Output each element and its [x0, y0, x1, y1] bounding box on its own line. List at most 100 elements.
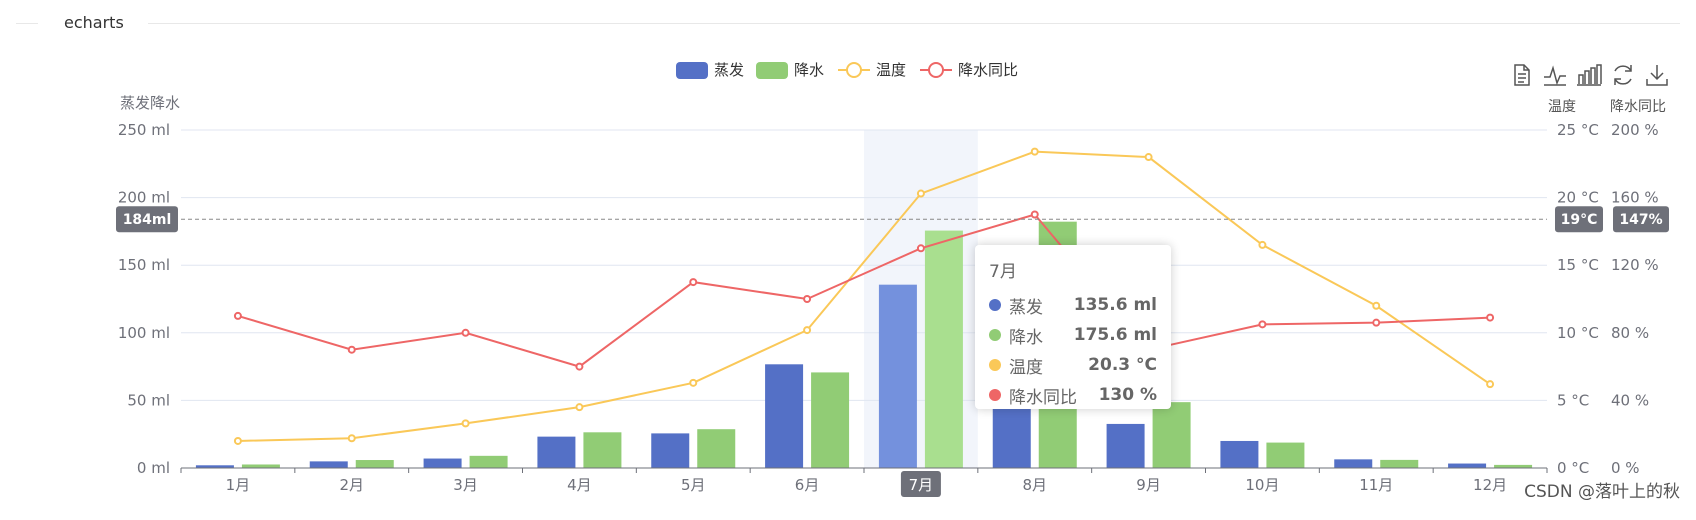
crosshair-label-left: 184ml	[123, 212, 172, 228]
x-crosshair-label: 7月	[909, 476, 934, 494]
x-tick-label: 3月	[453, 476, 478, 494]
legend-swatch-蒸发	[676, 62, 708, 79]
y-tick-label-left: 250 ml	[118, 121, 170, 139]
tooltip: 7月 蒸发 135.6 ml 降水 175.6 ml 温度 20.3 °C 降水…	[975, 245, 1171, 409]
x-tick-label: 6月	[795, 476, 820, 494]
bar-降水	[1152, 402, 1191, 468]
crosshair-label-temperature-bg	[1555, 206, 1603, 233]
crosshair-label-precip-yoy: 147%	[1619, 212, 1662, 228]
tooltip-title: 7月	[989, 262, 1017, 282]
y-tick-label-temperature: 10 °C	[1557, 324, 1599, 342]
tooltip-row: 温度 20.3 °C	[989, 350, 1157, 380]
y-tick-label-precip-yoy: 120 %	[1611, 256, 1659, 274]
download-icon[interactable]	[1644, 62, 1670, 88]
y-tick-label-left: 150 ml	[118, 256, 170, 274]
crosshair-label-precip-yoy-bg	[1613, 206, 1669, 233]
tooltip-row: 降水 175.6 ml	[989, 320, 1157, 350]
point-温度	[347, 434, 356, 443]
point-温度	[1144, 153, 1153, 162]
bar-蒸发	[765, 364, 804, 468]
tooltip-series-name: 降水	[1009, 327, 1043, 348]
series-color-dot	[989, 299, 1001, 311]
bar-降水	[924, 230, 963, 468]
crosshair-label-temperature: 19°C	[1561, 212, 1598, 228]
x-tick-label: 10月	[1245, 476, 1279, 494]
point-温度	[1486, 380, 1495, 389]
tooltip-series-value: 135.6 ml	[1073, 295, 1157, 315]
bar-降水	[811, 372, 850, 468]
y-tick-label-temperature: 20 °C	[1557, 189, 1599, 207]
point-温度	[803, 326, 812, 335]
point-温度	[916, 189, 925, 198]
watermark: CSDN @落叶上的秋	[1524, 482, 1680, 502]
point-降水同比	[1486, 313, 1495, 322]
point-降水同比	[916, 244, 925, 253]
legend-label-降水同比: 降水同比	[958, 61, 1018, 79]
x-tick-label: 1月	[226, 476, 251, 494]
bar-降水	[1266, 442, 1305, 468]
bar-蒸发	[1220, 440, 1259, 468]
bar-降水	[583, 432, 622, 468]
y-tick-label-left: 100 ml	[118, 324, 170, 342]
legend-marker-降水同比	[928, 62, 944, 78]
point-降水同比	[233, 311, 242, 320]
point-降水同比	[1258, 320, 1267, 329]
y-axis-title-left: 蒸发降水	[120, 94, 180, 112]
line-降水同比	[237, 213, 1491, 368]
tooltip-series-name: 温度	[1009, 357, 1043, 378]
point-温度	[689, 378, 698, 387]
y-tick-label-precip-yoy: 40 %	[1611, 391, 1649, 409]
y-tick-label-temperature: 5 °C	[1557, 391, 1589, 409]
x-tick-label: 4月	[567, 476, 592, 494]
point-温度	[1258, 240, 1267, 249]
line-chart-icon[interactable]	[1542, 62, 1568, 88]
point-降水同比	[689, 278, 698, 287]
y-tick-label-temperature: 0 °C	[1557, 459, 1589, 477]
toolbox-label-temperature: 温度	[1548, 99, 1576, 115]
x-tick-label: 5月	[681, 476, 706, 494]
y-tick-label-precip-yoy: 80 %	[1611, 324, 1649, 342]
section-title: echarts	[64, 13, 124, 32]
point-降水同比	[461, 328, 470, 337]
point-温度	[575, 403, 584, 412]
legend-label-降水: 降水	[794, 61, 824, 79]
bar-降水	[1380, 459, 1419, 468]
bar-降水	[1494, 464, 1533, 468]
bar-降水	[697, 429, 736, 468]
x-tick-label: 8月	[1022, 476, 1047, 494]
bar-蒸发	[1334, 459, 1373, 468]
data-view-icon[interactable]	[1508, 62, 1534, 88]
legend-swatch-降水	[756, 62, 788, 79]
y-tick-label-left: 50 ml	[127, 391, 170, 409]
y-tick-label-left: 200 ml	[118, 189, 170, 207]
bar-蒸发	[1106, 423, 1145, 468]
point-降水同比	[347, 345, 356, 354]
x-tick-label: 9月	[1136, 476, 1161, 494]
bar-降水	[469, 455, 508, 468]
series-color-dot	[989, 389, 1001, 401]
bar-降水	[355, 460, 394, 468]
y-tick-label-temperature: 15 °C	[1557, 256, 1599, 274]
divider-line-right	[148, 23, 1680, 24]
restore-icon[interactable]	[1610, 62, 1636, 88]
bar-蒸发	[1448, 463, 1487, 468]
x-crosshair-label-bg	[900, 471, 941, 497]
point-降水同比	[1372, 318, 1381, 327]
point-降水同比	[1030, 210, 1039, 219]
toolbox-label-precip-yoy: 降水同比	[1610, 99, 1666, 115]
y-tick-label-precip-yoy: 200 %	[1611, 121, 1659, 139]
y-tick-label-precip-yoy: 0 %	[1611, 459, 1640, 477]
legend-label-蒸发: 蒸发	[714, 61, 744, 79]
y-tick-label-precip-yoy: 160 %	[1611, 189, 1659, 207]
x-tick-label: 12月	[1473, 476, 1507, 494]
point-温度	[461, 419, 470, 428]
section-divider: echarts	[0, 0, 1696, 48]
bar-蒸发	[537, 436, 576, 468]
tooltip-row: 蒸发 135.6 ml	[989, 290, 1157, 320]
bar-蒸发	[195, 465, 234, 468]
bar-chart-icon[interactable]	[1576, 62, 1602, 88]
bar-蒸发	[651, 433, 690, 468]
y-tick-label-left: 0 ml	[137, 459, 170, 477]
point-降水同比	[575, 362, 584, 371]
